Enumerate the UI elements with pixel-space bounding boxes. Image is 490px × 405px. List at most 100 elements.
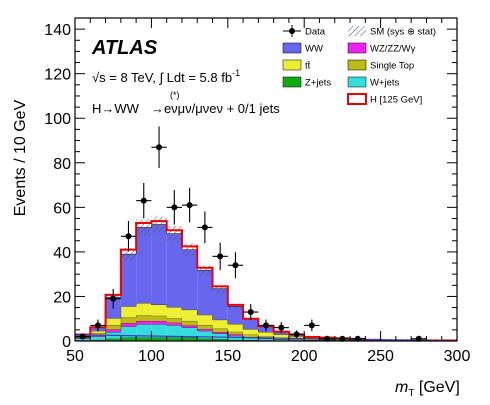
x-axis-sub: T (408, 388, 414, 399)
bar-tt- (166, 307, 182, 319)
bar-single-top (136, 315, 152, 321)
data-point (156, 144, 163, 151)
y-tick-label: 80 (53, 156, 71, 173)
bar-wz-zz-w- (166, 322, 182, 326)
bar-single-top (105, 324, 121, 330)
bar-ww (166, 233, 182, 308)
y-tick-label: 0 (62, 334, 71, 351)
bar-z-jets (212, 339, 228, 341)
bar-single-top (197, 324, 213, 329)
bar-single-top (288, 338, 305, 340)
energy-superscript: -1 (232, 68, 240, 78)
data-point (171, 204, 178, 211)
bar-wz-zz-w- (90, 334, 106, 337)
x-tick-label: 100 (138, 348, 165, 365)
legend-label-ww: WW (305, 44, 323, 55)
legend-label-single-top: Single Top (370, 61, 414, 72)
x-tick-label: 200 (291, 348, 318, 365)
legend-label-sm-sys-stat-: SM (sys ⊕ stat) (370, 27, 436, 38)
data-point (232, 262, 239, 269)
axes: 50 100 150 200 250 300 0 20 40 60 80 100 120 140 (44, 17, 471, 365)
bar-tt- (212, 319, 228, 329)
bar-tt- (243, 329, 259, 335)
bar-tt- (197, 314, 213, 325)
bar-w-jets (258, 338, 274, 341)
data-point (278, 324, 285, 331)
data-point (186, 202, 193, 209)
data-point (308, 322, 315, 329)
bar-tt- (90, 330, 106, 334)
bar-w-jets (166, 325, 182, 338)
bar-wz-zz-w- (197, 328, 213, 331)
legend-label-w-jets: W+jets (370, 78, 400, 89)
uncertainty-bin (227, 303, 244, 309)
y-tick-label: 60 (53, 200, 71, 217)
bar-single-top (304, 339, 320, 341)
legend-swatch-signal (347, 93, 367, 105)
data-point (354, 335, 361, 342)
bar-z-jets (136, 337, 152, 341)
bar-tt- (120, 306, 137, 318)
legend-swatch-wz-zz-w- (347, 42, 367, 54)
data-point (79, 333, 86, 340)
bar-single-top (227, 331, 244, 335)
bar-w-jets (288, 339, 305, 341)
data-point (125, 233, 132, 240)
x-axis-var: m (395, 379, 408, 396)
bar-tt- (136, 303, 152, 316)
bar-w-jets (181, 327, 198, 338)
y-axis-title: Events / 10 GeV (12, 99, 29, 216)
bar-tt- (105, 318, 121, 325)
signal-outline (75, 220, 457, 341)
bar-w-jets (273, 339, 289, 341)
bar-z-jets (181, 337, 198, 341)
data-points (75, 126, 427, 342)
bar-ww (181, 249, 198, 310)
bar-z-jets (151, 337, 167, 341)
legend-marker-dot (289, 28, 295, 34)
data-point (415, 335, 422, 342)
data-point (293, 331, 300, 338)
data-point (201, 224, 208, 231)
plot-frame (74, 17, 458, 342)
bar-w-jets (90, 336, 106, 340)
bar-w-jets (212, 333, 228, 340)
legend-swatch-ww (282, 42, 302, 54)
legend-label-data: Data (305, 27, 326, 38)
bar-single-top (151, 315, 167, 321)
x-tick-label: 50 (66, 348, 84, 365)
bar-wz-zz-w- (105, 329, 121, 333)
data-point (140, 197, 147, 204)
bar-single-top (212, 328, 228, 333)
x-tick-label: 150 (214, 348, 241, 365)
bar-ww (243, 319, 259, 330)
legend-swatch-single-top (347, 59, 367, 71)
legend: Data SM (sys ⊕ stat) WW WZ/ZZ/Wγ tt̄ Single T… (282, 25, 436, 106)
bar-tt- (273, 334, 289, 338)
bar-single-top (181, 320, 198, 326)
legend-swatch-hatch (348, 26, 366, 36)
bar-ww (212, 288, 228, 320)
legend-label-h-125-gev-: H [125 GeV] (370, 95, 422, 106)
baseline (75, 334, 457, 341)
legend-label-tt-: tt̄ (305, 61, 311, 72)
legend-label-wz-zz-w-: WZ/ZZ/Wγ (370, 44, 416, 55)
bar-tt- (227, 324, 244, 332)
bar-wz-zz-w- (181, 325, 198, 328)
bar-wz-zz-w- (151, 320, 167, 325)
uncertainty-bin (151, 216, 167, 233)
bar-ww (120, 254, 137, 307)
y-tick-label: 140 (44, 22, 71, 39)
y-tick-label: 20 (53, 289, 71, 306)
bar-w-jets (136, 324, 152, 338)
x-tick-label: 300 (444, 348, 471, 365)
process-main: H→WW (92, 101, 140, 116)
bar-wz-zz-w- (136, 320, 152, 325)
legend-swatch-w-jets (347, 76, 367, 88)
data-point (94, 322, 101, 329)
data-point (247, 309, 254, 316)
bar-single-top (166, 318, 182, 323)
legend-swatch-z-jets (282, 76, 302, 88)
bar-ww (151, 224, 167, 305)
